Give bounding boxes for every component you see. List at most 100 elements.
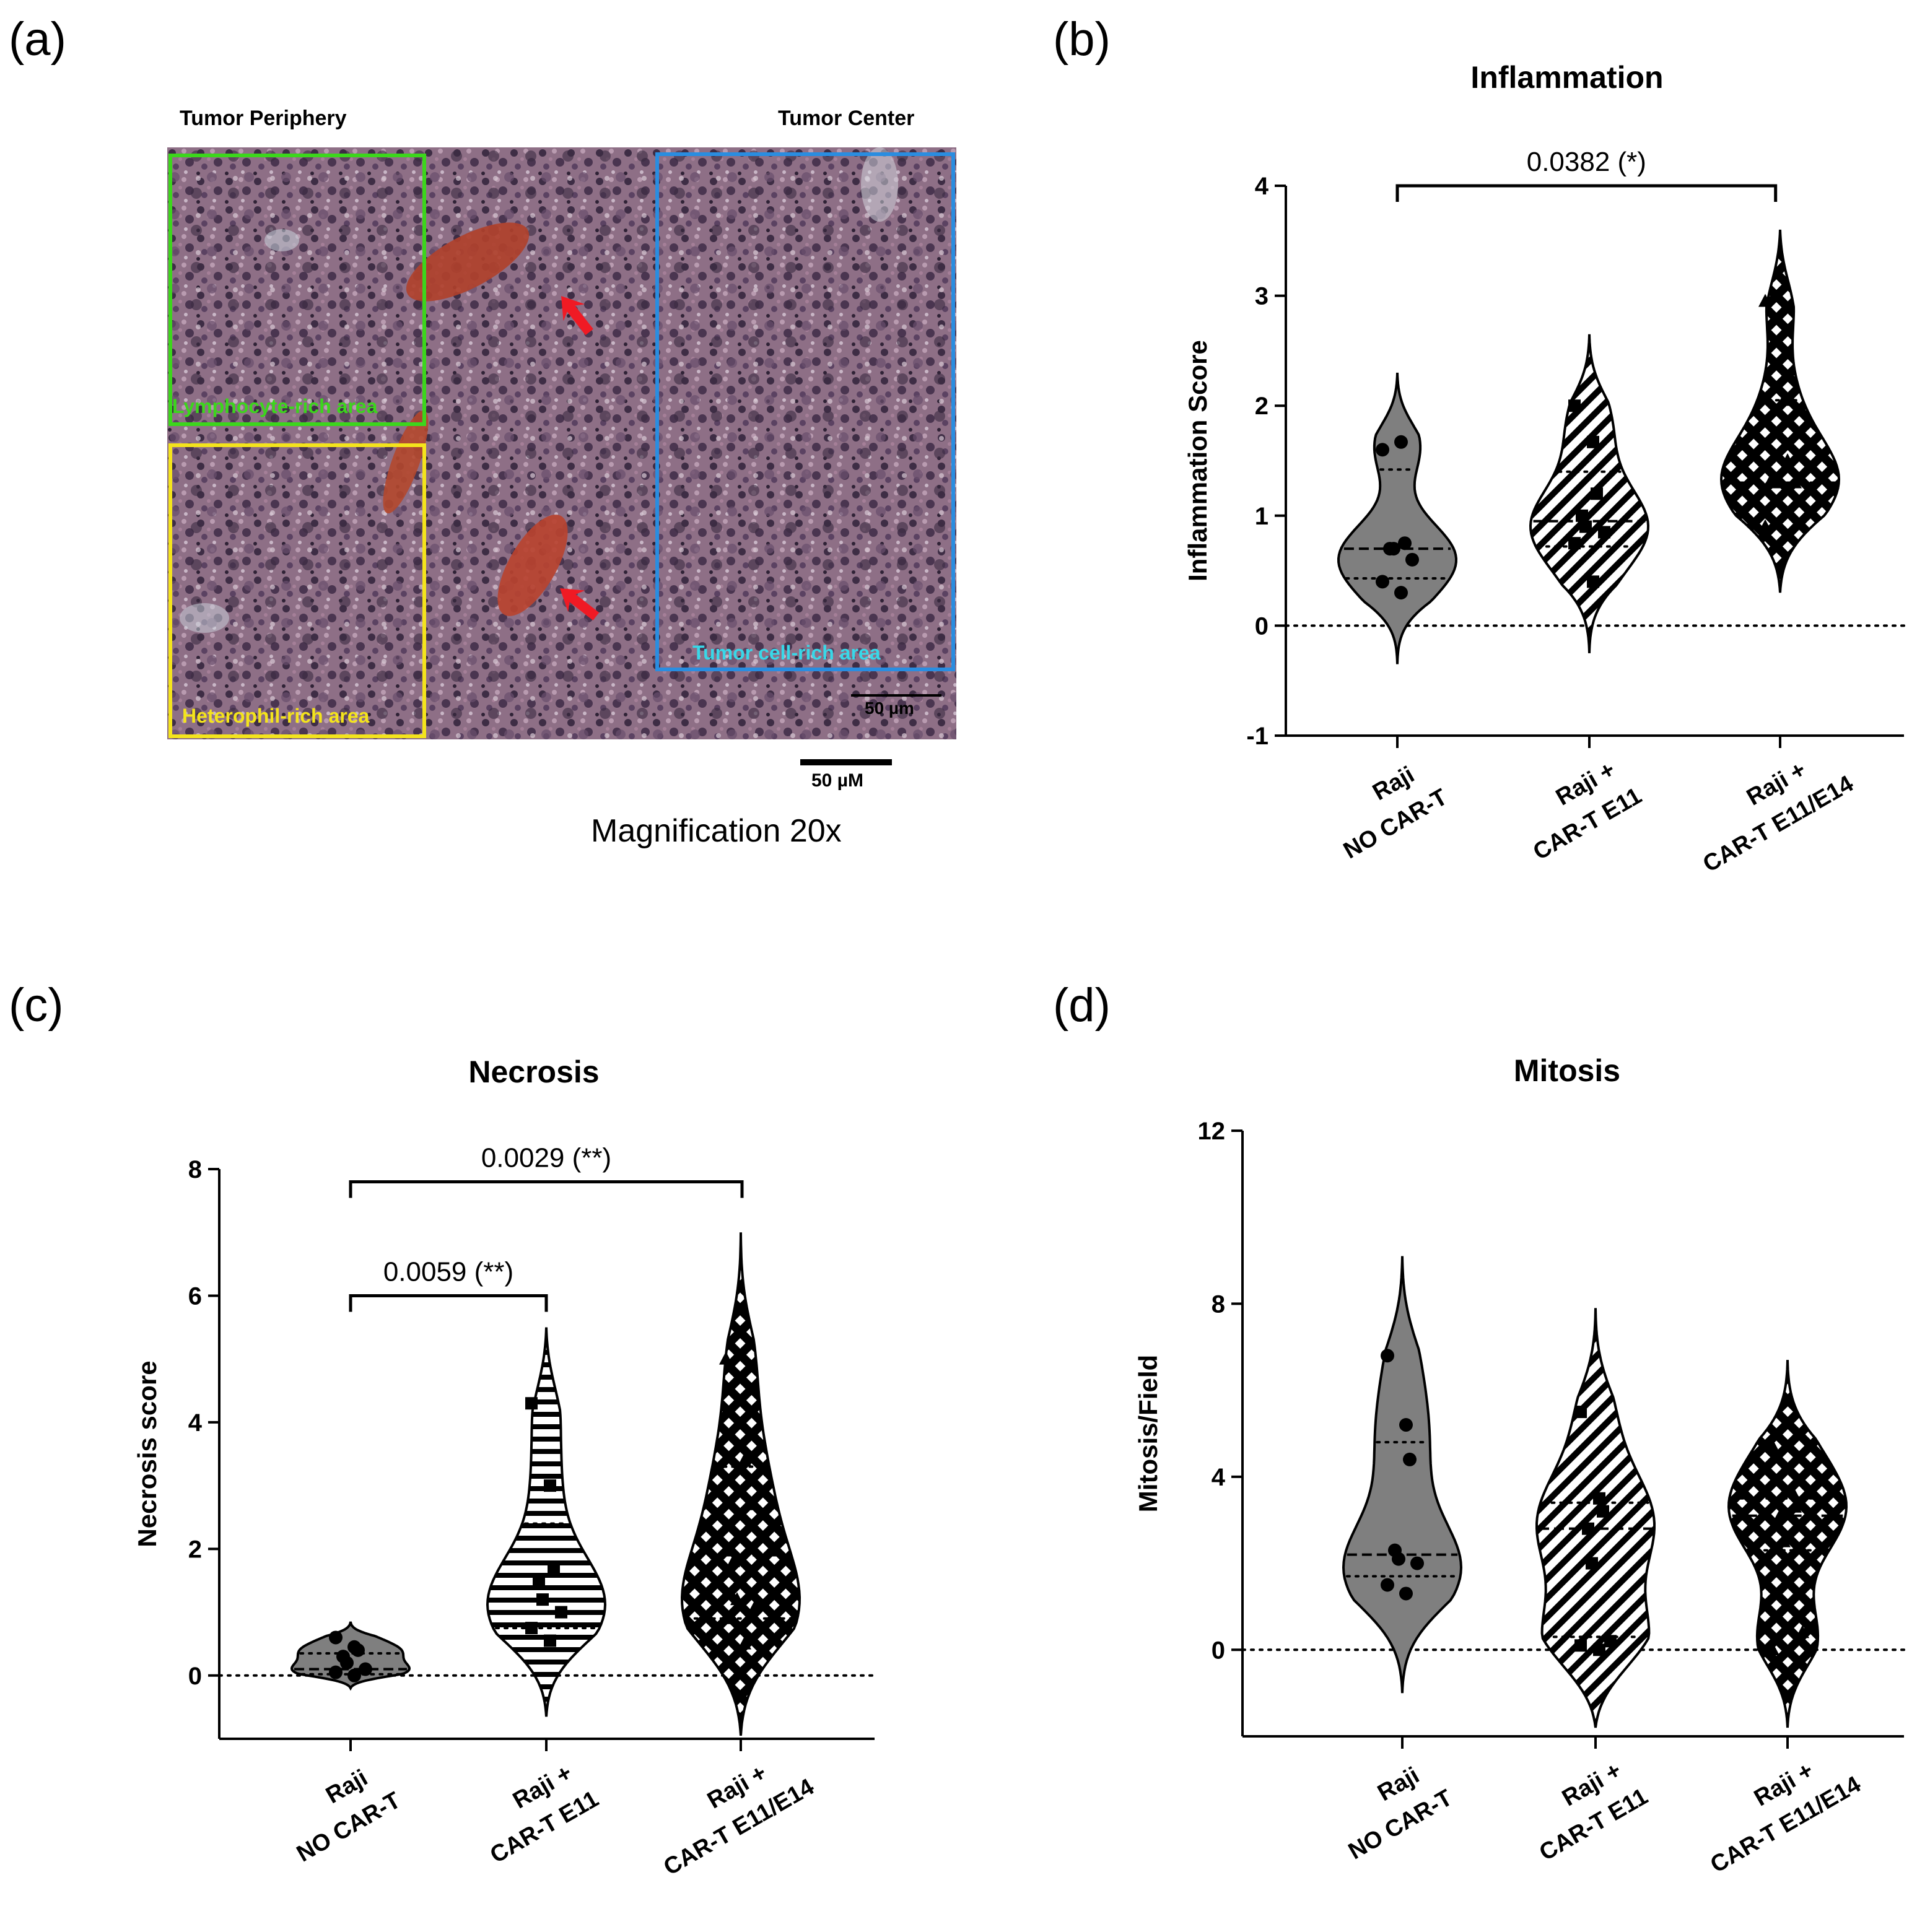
data-point (1394, 586, 1408, 600)
violin-3 (680, 1232, 801, 1736)
bracket-line (349, 1180, 744, 1198)
p-value-label: 0.0029 (**) (481, 1142, 611, 1173)
violin-1 (1337, 372, 1458, 664)
panel-b-letter: (b) (1053, 13, 1111, 66)
heterophil-region-box (168, 443, 426, 738)
data-point (727, 1554, 740, 1567)
chart-title: Necrosis (468, 1055, 599, 1089)
significance-bracket: 0.0382 (*) (1395, 147, 1778, 202)
chart-title: Inflammation (1470, 60, 1663, 95)
lymphocyte-region-box (168, 154, 426, 426)
violin-body (1342, 1256, 1463, 1694)
violin-body (680, 1232, 801, 1736)
y-tick-label: 4 (188, 1409, 203, 1437)
data-point (1593, 1643, 1605, 1656)
violin-body (290, 1621, 411, 1691)
data-point (548, 1562, 560, 1574)
data-point (1399, 1418, 1413, 1432)
data-point (1381, 1349, 1394, 1363)
x-tick-label: Raji +CAR-T E11/E14 (1699, 757, 1858, 877)
data-point (347, 1668, 361, 1682)
y-tick-label: 0 (1212, 1637, 1225, 1664)
y-tick-label: 2 (188, 1536, 202, 1563)
data-point (544, 1479, 556, 1492)
violin-2 (1529, 334, 1650, 653)
y-tick-label: 4 (1212, 1464, 1226, 1491)
data-point (741, 1497, 755, 1510)
y-axis-label: Inflammation Score (1183, 340, 1212, 581)
inflammation-chart: Inflammation -1 0 1 2 3 4 Inflammation Score Raj… (1183, 60, 1905, 877)
data-point (1758, 294, 1772, 307)
significance-bracket: 0.0059 (**) (349, 1256, 548, 1312)
data-point (1777, 1534, 1791, 1547)
x-tick-label: Raji +CAR-T E11/E14 (660, 1760, 819, 1881)
significance-bracket: 0.0029 (**) (349, 1142, 744, 1198)
panel-c-letter: (c) (9, 979, 64, 1032)
data-point (730, 1592, 744, 1606)
bracket-line (349, 1294, 548, 1312)
arrows-layer (560, 296, 941, 697)
data-point (1773, 1508, 1787, 1521)
data-point (1394, 435, 1408, 449)
data-point (1604, 1635, 1617, 1648)
data-point (1784, 1482, 1798, 1495)
violin-1 (1342, 1256, 1463, 1694)
data-point (359, 1662, 372, 1676)
vessel-shapes (383, 222, 568, 616)
data-point (1597, 1505, 1609, 1518)
data-point (1598, 526, 1610, 539)
data-point (525, 1622, 538, 1635)
panel-d-letter: (d) (1053, 979, 1111, 1032)
data-point (1796, 1625, 1809, 1638)
data-point (719, 1611, 733, 1624)
data-point (525, 1397, 538, 1410)
data-point (1593, 1492, 1605, 1505)
y-axis-label: Mitosis/Field (1133, 1355, 1163, 1512)
data-point (1576, 509, 1588, 522)
data-point (749, 1598, 762, 1612)
data-point (1381, 1578, 1394, 1592)
violin-body (1535, 1308, 1656, 1728)
histology-micrograph: Lymphocyte-rich area Heterophil-rich are… (167, 147, 956, 739)
y-tick-label: 6 (188, 1282, 202, 1310)
tumor-region-box (655, 152, 955, 671)
x-tick-label: Raji +CAR-T E11 (486, 1760, 603, 1869)
violin-body (1337, 372, 1458, 664)
outer-scale-bar (800, 759, 892, 765)
y-tick-label: 8 (188, 1156, 202, 1183)
p-value-label: 0.0382 (*) (1527, 147, 1646, 177)
data-point (1770, 475, 1783, 489)
data-point (1766, 1642, 1779, 1656)
violin-body (1719, 229, 1841, 593)
heterophil-region-label: Heterophil-rich area (182, 705, 370, 727)
data-point (1587, 575, 1599, 588)
violin-1 (290, 1621, 411, 1691)
x-tick-label: Raji +CAR-T E11/E14 (1706, 1757, 1866, 1878)
data-point (1788, 1499, 1802, 1513)
data-point (1766, 1438, 1779, 1452)
data-point (544, 1634, 556, 1647)
data-point (1587, 435, 1599, 448)
data-point (1410, 1556, 1424, 1570)
data-point (1574, 1406, 1587, 1419)
y-tick-label: 1 (1255, 503, 1268, 530)
data-point (536, 1593, 549, 1606)
y-tick-label: 2 (1255, 393, 1268, 420)
y-axis-label: Necrosis score (133, 1360, 162, 1547)
x-tick-label-line: Raji (1373, 1762, 1423, 1806)
bracket-line (1395, 184, 1778, 202)
chart-title: Mitosis (1514, 1053, 1620, 1088)
data-point (1788, 475, 1802, 489)
data-point (1582, 1522, 1594, 1535)
panel-a-letter: (a) (9, 13, 66, 66)
red-arrow-icon (560, 588, 600, 620)
y-tick-label: 0 (1255, 612, 1268, 640)
x-tick-label: Raji +CAR-T E11 (1529, 757, 1646, 866)
violin-body (1529, 334, 1650, 653)
data-point (1781, 453, 1794, 466)
data-point (1568, 399, 1581, 412)
